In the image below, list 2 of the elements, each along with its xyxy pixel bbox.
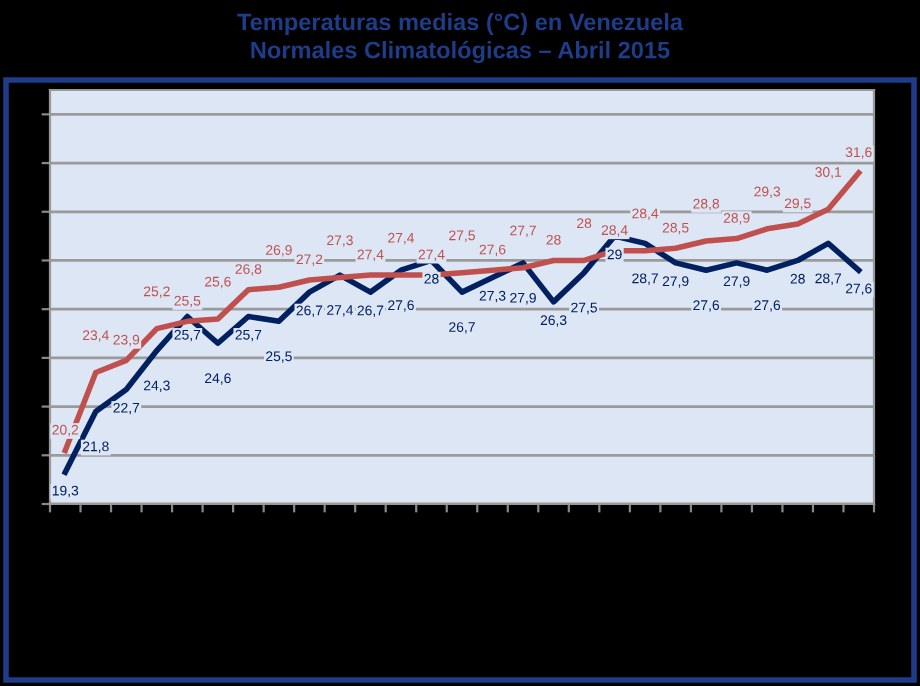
chart-subtitle: Normales Climatológicas – Abril 2015 xyxy=(251,40,670,64)
chart-title: Temperaturas medias (°C) en Venezuela xyxy=(237,13,684,35)
